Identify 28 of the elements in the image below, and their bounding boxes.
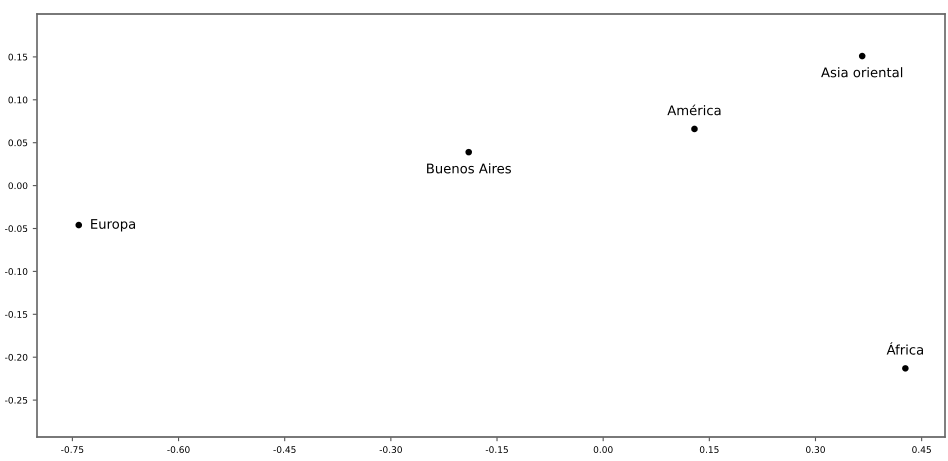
y-tick-label: -0.05 <box>5 225 28 232</box>
annotation: América <box>667 104 720 116</box>
x-tick-label: 0.15 <box>700 446 719 454</box>
point <box>858 52 866 60</box>
y-tick-label: -0.20 <box>5 354 28 361</box>
y-tick-label: 0.10 <box>8 96 28 104</box>
y-tick-label: 0.05 <box>8 139 28 146</box>
annotation: Asia oriental <box>821 67 902 78</box>
x-tick-label: -0.60 <box>167 446 190 454</box>
annotation: Buenos Aires <box>427 163 511 174</box>
y-tick-label: -0.10 <box>5 268 28 275</box>
y-tick-label: -0.25 <box>5 396 28 404</box>
point <box>465 148 472 156</box>
y-tick-label: -0.15 <box>5 311 28 318</box>
point <box>691 126 698 132</box>
point <box>75 222 82 228</box>
point <box>902 365 909 372</box>
x-tick-label: 0.30 <box>806 446 825 454</box>
x-tick-label: -0.45 <box>273 446 296 454</box>
annotation: África <box>886 342 923 355</box>
y-tick-label: 0.00 <box>8 182 28 190</box>
x-tick-label: 0.45 <box>912 446 931 454</box>
x-tick-label: -0.15 <box>486 446 508 454</box>
x-tick-label: -0.75 <box>61 446 84 454</box>
x-tick-label: 0.00 <box>594 446 613 454</box>
y-tick-label: 0.15 <box>8 54 28 60</box>
x-tick-label: -0.30 <box>380 446 402 454</box>
annotation: Europa <box>91 219 136 232</box>
